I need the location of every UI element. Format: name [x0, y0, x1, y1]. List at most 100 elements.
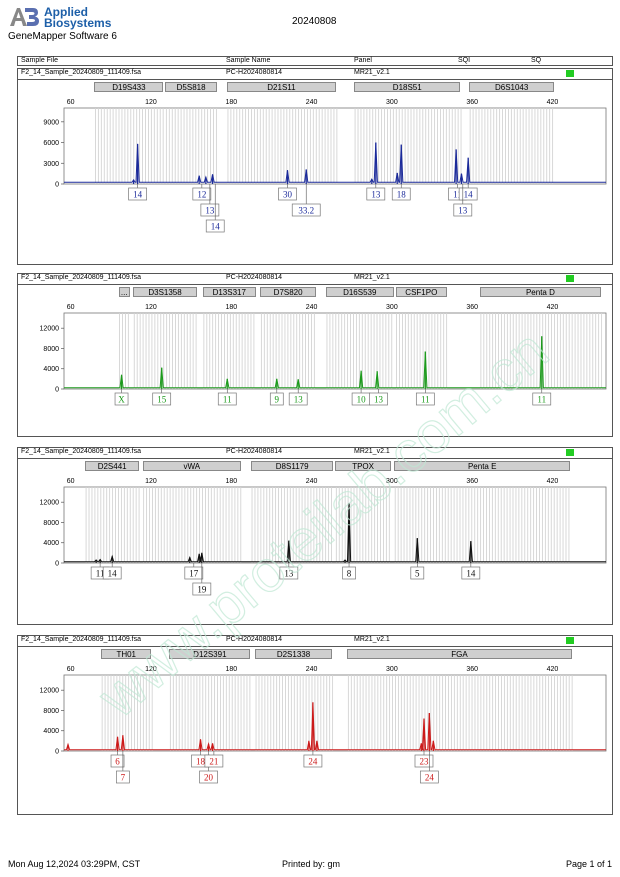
x-tick-label: 60 — [67, 304, 75, 311]
marker-bin-label: ... — [118, 287, 130, 297]
y-tick-label: 3000 — [43, 161, 59, 168]
allele-box — [217, 392, 237, 406]
allele-box — [414, 754, 434, 768]
allele-box — [366, 187, 386, 201]
x-tick-label: 240 — [306, 99, 318, 106]
allele-label: 17 — [189, 569, 199, 579]
panel-sample-name: PC-H2024080814 — [226, 636, 283, 643]
panel-sample-file: F2_14_Sample_20240809_111409.fsa — [21, 448, 142, 455]
allele-label: 20 — [204, 773, 214, 783]
allele-box — [116, 770, 130, 784]
x-tick-label: 60 — [67, 478, 75, 485]
x-tick-label: 360 — [466, 99, 478, 106]
panel-header: F2_14_Sample_20240809_111409.fsa PC-H2024… — [18, 636, 612, 647]
x-tick-label: 240 — [306, 304, 318, 311]
y-tick-label: 4000 — [43, 540, 59, 547]
allele-label: 23 — [419, 757, 429, 767]
allele-box — [461, 566, 481, 580]
x-tick-label: 180 — [225, 478, 237, 485]
allele-box — [192, 582, 212, 596]
panel-sample-name: PC-H2024080814 — [226, 448, 283, 455]
ab-logo-icon — [8, 6, 40, 28]
allele-label: 11 — [96, 569, 105, 579]
y-tick-label: 12000 — [40, 326, 60, 333]
x-tick-label: 420 — [547, 99, 559, 106]
allele-box — [152, 392, 172, 406]
allele-label: 10 — [357, 395, 367, 405]
allele-box — [199, 770, 218, 784]
x-tick-label: 360 — [466, 304, 478, 311]
marker-bin-label: D7S820 — [260, 287, 316, 297]
y-tick-label: 12000 — [40, 500, 60, 507]
panel-sample-name: PC-H2024080814 — [226, 274, 283, 281]
allele-box — [342, 566, 356, 580]
panel-header: F2_14_Sample_20240809_111409.fsa PC-H2024… — [18, 274, 612, 285]
allele-label: 18 — [196, 757, 206, 767]
x-tick-label: 300 — [386, 478, 398, 485]
x-tick-label: 240 — [306, 478, 318, 485]
x-tick-label: 300 — [386, 99, 398, 106]
electropherogram-panel: F2_14_Sample_20240809_111409.fsa PC-H2024… — [17, 273, 613, 437]
x-tick-label: 240 — [306, 666, 318, 673]
y-tick-label: 8000 — [43, 520, 59, 527]
marker-bin-label: D19S433 — [94, 82, 164, 92]
signal-trace — [64, 142, 606, 183]
x-tick-label: 120 — [145, 304, 157, 311]
allele-box — [200, 203, 220, 217]
x-tick-label: 180 — [225, 666, 237, 673]
allele-label: X — [118, 395, 125, 405]
panel-name: MR21_v2.1 — [354, 274, 390, 281]
marker-bin-label: D2S1338 — [255, 649, 332, 659]
allele-label: 14 — [464, 190, 474, 200]
col-sqi: SQI — [458, 57, 471, 64]
plot-area — [63, 674, 607, 752]
allele-label: 24 — [308, 757, 318, 767]
allele-label: 13 — [374, 395, 384, 405]
y-tick-label: 4000 — [43, 728, 59, 735]
marker-bin-label: D12S391 — [169, 649, 251, 659]
allele-label: 14 — [466, 569, 476, 579]
allele-label: 30 — [283, 190, 293, 200]
allele-label: 6 — [115, 757, 120, 767]
marker-bin-label: D8S1179 — [251, 461, 334, 471]
y-tick-label: 0 — [55, 749, 59, 756]
panel-sample-file: F2_14_Sample_20240809_111409.fsa — [21, 69, 142, 76]
panel-sample-file: F2_14_Sample_20240809_111409.fsa — [21, 636, 142, 643]
allele-box — [114, 392, 129, 406]
marker-bin-label: D2S441 — [85, 461, 140, 471]
marker-bin-label: D5S818 — [165, 82, 217, 92]
marker-bin-label: TH01 — [101, 649, 152, 659]
y-tick-label: 0 — [55, 387, 59, 394]
marker-bin-label: D6S1043 — [469, 82, 555, 92]
page-number: Page 1 of 1 — [565, 859, 612, 869]
y-tick-label: 12000 — [40, 688, 60, 695]
panel-sample-file: F2_14_Sample_20240809_111409.fsa — [21, 274, 142, 281]
printed-date: Mon Aug 12,2024 03:29PM, CST — [8, 859, 141, 869]
allele-label: 13 — [294, 395, 304, 405]
electropherogram-plot: 60 120 180 240 300 360 420 0 3000 6000 9000 14 12 13 1… — [43, 99, 607, 233]
y-tick-label: 0 — [55, 561, 59, 568]
y-tick-label: 0 — [55, 182, 59, 189]
x-tick-label: 300 — [386, 304, 398, 311]
allele-box — [291, 203, 321, 217]
y-tick-label: 8000 — [43, 346, 59, 353]
allele-box — [102, 566, 122, 580]
electropherogram-panel: F2_14_Sample_20240809_111409.fsa PC-H2024… — [17, 635, 613, 815]
allele-box — [410, 566, 425, 580]
allele-box — [453, 203, 473, 217]
allele-label: 18 — [397, 190, 407, 200]
allele-box — [204, 754, 224, 768]
allele-label: 24 — [425, 773, 435, 783]
x-tick-label: 360 — [466, 666, 478, 673]
allele-label: 14 — [211, 222, 221, 232]
allele-box — [419, 770, 439, 784]
column-header-table: Sample File Sample Name Panel SQI SQ — [17, 56, 613, 66]
allele-box — [303, 754, 323, 768]
allele-box — [415, 392, 435, 406]
allele-box — [192, 187, 212, 201]
marker-bin-label: D13S317 — [202, 287, 256, 297]
allele-box — [278, 187, 297, 201]
marker-bin-label: Penta E — [394, 461, 571, 471]
allele-label: 33.2 — [298, 206, 314, 216]
